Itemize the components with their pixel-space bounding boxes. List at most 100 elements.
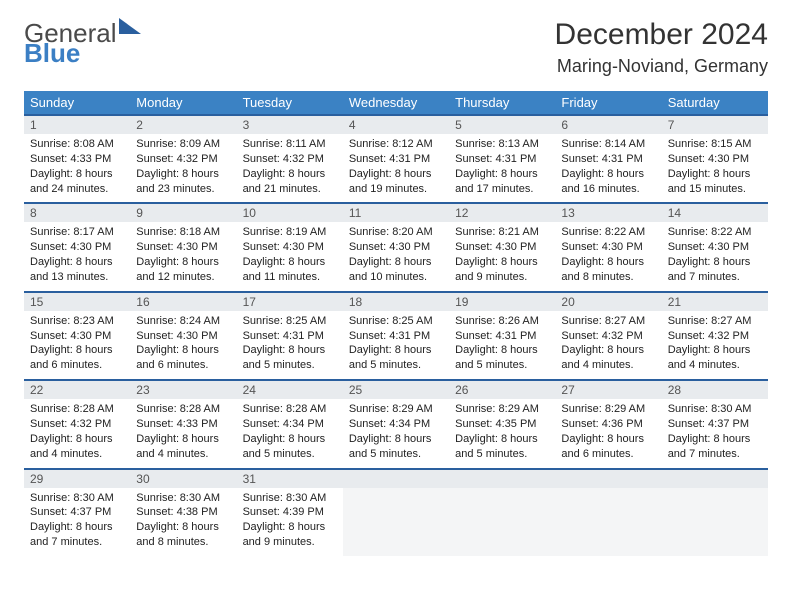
day-body: Sunrise: 8:30 AMSunset: 4:38 PMDaylight:… (130, 488, 236, 556)
sunrise-text: Sunrise: 8:27 AM (561, 314, 655, 329)
day-cell: 26Sunrise: 8:29 AMSunset: 4:35 PMDayligh… (449, 380, 555, 468)
day-number: 9 (130, 204, 236, 222)
sunset-text: Sunset: 4:30 PM (668, 152, 762, 167)
day-number: 11 (343, 204, 449, 222)
location: Maring-Noviand, Germany (555, 56, 768, 77)
day-number: 16 (130, 293, 236, 311)
sunrise-text: Sunrise: 8:27 AM (668, 314, 762, 329)
sunset-text: Sunset: 4:31 PM (455, 329, 549, 344)
daylight-text: Daylight: 8 hours and 7 minutes. (668, 255, 762, 285)
sunrise-text: Sunrise: 8:22 AM (668, 225, 762, 240)
month-title: December 2024 (555, 18, 768, 52)
day-body: Sunrise: 8:24 AMSunset: 4:30 PMDaylight:… (130, 311, 236, 379)
sunrise-text: Sunrise: 8:17 AM (30, 225, 124, 240)
calendar-table: Sunday Monday Tuesday Wednesday Thursday… (24, 91, 768, 556)
daylight-text: Daylight: 8 hours and 5 minutes. (243, 432, 337, 462)
sunset-text: Sunset: 4:36 PM (561, 417, 655, 432)
day-number: 30 (130, 470, 236, 488)
sunset-text: Sunset: 4:32 PM (668, 329, 762, 344)
day-number: 3 (237, 116, 343, 134)
day-cell: 25Sunrise: 8:29 AMSunset: 4:34 PMDayligh… (343, 380, 449, 468)
day-body: Sunrise: 8:30 AMSunset: 4:39 PMDaylight:… (237, 488, 343, 556)
sunset-text: Sunset: 4:30 PM (136, 240, 230, 255)
day-body: Sunrise: 8:28 AMSunset: 4:33 PMDaylight:… (130, 399, 236, 467)
day-number: 21 (662, 293, 768, 311)
day-cell: 16Sunrise: 8:24 AMSunset: 4:30 PMDayligh… (130, 292, 236, 380)
day-number: 29 (24, 470, 130, 488)
daylight-text: Daylight: 8 hours and 8 minutes. (561, 255, 655, 285)
daylight-text: Daylight: 8 hours and 16 minutes. (561, 167, 655, 197)
day-cell: 7Sunrise: 8:15 AMSunset: 4:30 PMDaylight… (662, 115, 768, 203)
day-number: 8 (24, 204, 130, 222)
week-row: 15Sunrise: 8:23 AMSunset: 4:30 PMDayligh… (24, 292, 768, 380)
triangle-icon (119, 18, 141, 34)
day-number: 27 (555, 381, 661, 399)
day-number: 20 (555, 293, 661, 311)
col-saturday: Saturday (662, 91, 768, 115)
sunset-text: Sunset: 4:37 PM (30, 505, 124, 520)
daylight-text: Daylight: 8 hours and 24 minutes. (30, 167, 124, 197)
day-body: Sunrise: 8:28 AMSunset: 4:32 PMDaylight:… (24, 399, 130, 467)
daylight-text: Daylight: 8 hours and 6 minutes. (30, 343, 124, 373)
daylight-text: Daylight: 8 hours and 9 minutes. (243, 520, 337, 550)
day-body: Sunrise: 8:29 AMSunset: 4:36 PMDaylight:… (555, 399, 661, 467)
day-cell: 28Sunrise: 8:30 AMSunset: 4:37 PMDayligh… (662, 380, 768, 468)
sunset-text: Sunset: 4:31 PM (455, 152, 549, 167)
empty-cell (662, 469, 768, 556)
logo: General Blue (24, 18, 141, 66)
sunset-text: Sunset: 4:31 PM (349, 152, 443, 167)
day-number: 17 (237, 293, 343, 311)
day-number: 5 (449, 116, 555, 134)
day-number: 13 (555, 204, 661, 222)
day-body: Sunrise: 8:28 AMSunset: 4:34 PMDaylight:… (237, 399, 343, 467)
sunrise-text: Sunrise: 8:29 AM (561, 402, 655, 417)
day-body: Sunrise: 8:09 AMSunset: 4:32 PMDaylight:… (130, 134, 236, 202)
day-cell: 13Sunrise: 8:22 AMSunset: 4:30 PMDayligh… (555, 203, 661, 291)
day-number: 25 (343, 381, 449, 399)
daylight-text: Daylight: 8 hours and 5 minutes. (455, 343, 549, 373)
day-body: Sunrise: 8:17 AMSunset: 4:30 PMDaylight:… (24, 222, 130, 290)
sunrise-text: Sunrise: 8:29 AM (349, 402, 443, 417)
col-wednesday: Wednesday (343, 91, 449, 115)
day-body: Sunrise: 8:19 AMSunset: 4:30 PMDaylight:… (237, 222, 343, 290)
weekday-header-row: Sunday Monday Tuesday Wednesday Thursday… (24, 91, 768, 115)
sunset-text: Sunset: 4:30 PM (30, 240, 124, 255)
sunrise-text: Sunrise: 8:19 AM (243, 225, 337, 240)
header: General Blue December 2024 Maring-Novian… (24, 18, 768, 77)
day-body: Sunrise: 8:25 AMSunset: 4:31 PMDaylight:… (237, 311, 343, 379)
daylight-text: Daylight: 8 hours and 4 minutes. (668, 343, 762, 373)
day-cell: 27Sunrise: 8:29 AMSunset: 4:36 PMDayligh… (555, 380, 661, 468)
day-number: 4 (343, 116, 449, 134)
sunrise-text: Sunrise: 8:25 AM (349, 314, 443, 329)
day-body: Sunrise: 8:15 AMSunset: 4:30 PMDaylight:… (662, 134, 768, 202)
day-number: 24 (237, 381, 343, 399)
day-body: Sunrise: 8:30 AMSunset: 4:37 PMDaylight:… (24, 488, 130, 556)
sunrise-text: Sunrise: 8:30 AM (668, 402, 762, 417)
sunset-text: Sunset: 4:32 PM (561, 329, 655, 344)
daylight-text: Daylight: 8 hours and 4 minutes. (561, 343, 655, 373)
daylight-text: Daylight: 8 hours and 21 minutes. (243, 167, 337, 197)
sunset-text: Sunset: 4:33 PM (30, 152, 124, 167)
sunrise-text: Sunrise: 8:22 AM (561, 225, 655, 240)
daylight-text: Daylight: 8 hours and 15 minutes. (668, 167, 762, 197)
sunrise-text: Sunrise: 8:28 AM (136, 402, 230, 417)
sunset-text: Sunset: 4:32 PM (30, 417, 124, 432)
week-row: 8Sunrise: 8:17 AMSunset: 4:30 PMDaylight… (24, 203, 768, 291)
day-number: 10 (237, 204, 343, 222)
day-body: Sunrise: 8:11 AMSunset: 4:32 PMDaylight:… (237, 134, 343, 202)
day-cell: 31Sunrise: 8:30 AMSunset: 4:39 PMDayligh… (237, 469, 343, 556)
day-cell: 4Sunrise: 8:12 AMSunset: 4:31 PMDaylight… (343, 115, 449, 203)
sunrise-text: Sunrise: 8:14 AM (561, 137, 655, 152)
daylight-text: Daylight: 8 hours and 6 minutes. (136, 343, 230, 373)
sunrise-text: Sunrise: 8:28 AM (30, 402, 124, 417)
sunset-text: Sunset: 4:32 PM (243, 152, 337, 167)
day-body: Sunrise: 8:29 AMSunset: 4:35 PMDaylight:… (449, 399, 555, 467)
sunrise-text: Sunrise: 8:12 AM (349, 137, 443, 152)
day-number: 22 (24, 381, 130, 399)
day-cell: 10Sunrise: 8:19 AMSunset: 4:30 PMDayligh… (237, 203, 343, 291)
daylight-text: Daylight: 8 hours and 5 minutes. (349, 432, 443, 462)
day-number: 7 (662, 116, 768, 134)
day-cell: 14Sunrise: 8:22 AMSunset: 4:30 PMDayligh… (662, 203, 768, 291)
empty-cell (343, 469, 449, 556)
col-monday: Monday (130, 91, 236, 115)
